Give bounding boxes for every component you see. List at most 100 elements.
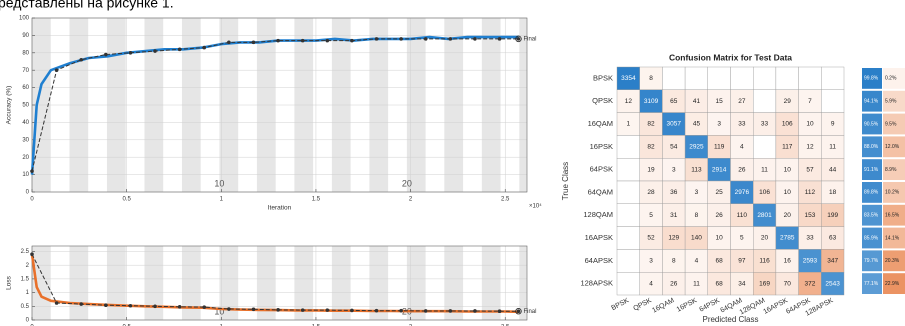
cell-label: 110 <box>737 212 748 219</box>
cell-label: 8 <box>672 258 676 265</box>
cell-label: 1 <box>627 121 631 128</box>
series-marker <box>399 37 403 41</box>
summary-cell <box>883 250 905 272</box>
summary-label: 85.9% <box>864 235 879 241</box>
cell-label: 10 <box>806 121 814 128</box>
cell-label: 2914 <box>712 166 727 173</box>
matrix-cell <box>821 272 845 296</box>
y-tick-label: 20 <box>22 155 29 161</box>
series-marker <box>423 37 428 41</box>
series-marker <box>497 309 502 314</box>
cell-label: 4 <box>695 258 699 265</box>
summary-label: 83.5% <box>864 213 879 219</box>
summary-label: 8.9% <box>885 167 897 173</box>
matrix-title: Confusion Matrix for Test Data <box>669 52 792 62</box>
cell-label: 68 <box>716 258 724 265</box>
cell-label: 82 <box>647 121 655 128</box>
y-axis-label: Loss <box>6 275 13 289</box>
epoch-band <box>181 246 201 320</box>
series-marker <box>374 37 379 41</box>
summary-cell <box>883 136 905 158</box>
epoch-band <box>519 246 527 320</box>
summary-cell <box>862 204 882 226</box>
empty-cell <box>684 66 708 90</box>
cell-label: 2593 <box>803 258 818 265</box>
cell-label: 34 <box>738 280 746 287</box>
cell-label: 117 <box>782 144 793 151</box>
summary-label: 16.5% <box>885 213 900 219</box>
empty-cell <box>616 135 640 159</box>
summary-cell <box>883 68 905 89</box>
summary-label: 9.5% <box>885 121 897 127</box>
cell-label: 31 <box>670 212 678 219</box>
cell-label: 8 <box>695 212 699 219</box>
epoch-band <box>294 246 314 320</box>
empty-cell <box>821 66 845 90</box>
y-tick-label: 0.5 <box>21 304 30 310</box>
y-tick-label: 80 <box>22 50 29 56</box>
summary-label: 14.1% <box>885 235 900 241</box>
series-marker <box>516 309 521 314</box>
cell-label: 36 <box>670 189 678 196</box>
empty-cell <box>753 89 777 113</box>
summary-label: 12.0% <box>885 144 900 150</box>
cell-label: 140 <box>691 235 702 242</box>
summary-cell <box>862 136 882 158</box>
empty-cell <box>662 66 686 90</box>
cell-label: 112 <box>805 189 816 196</box>
y-tick-label: 30 <box>22 137 29 143</box>
y-tick-label: 70 <box>22 68 29 74</box>
empty-cell <box>753 135 777 159</box>
y-tick-label: 1.5 <box>21 276 30 282</box>
epoch-band <box>481 246 501 320</box>
cell-label: 8 <box>649 75 653 82</box>
summary-label: 99.8% <box>864 76 879 82</box>
cell-label: 12 <box>625 98 633 105</box>
series-marker <box>104 52 108 57</box>
empty-cell <box>775 66 799 90</box>
y-tick-label: 50 <box>22 103 29 109</box>
series-marker <box>448 37 453 41</box>
series-marker <box>202 305 207 309</box>
cell-label: 52 <box>647 235 655 242</box>
row-label: 128QAM <box>583 210 613 219</box>
cell-label: 11 <box>761 166 768 173</box>
cell-label: 63 <box>829 235 837 242</box>
series-marker <box>128 51 133 55</box>
series-marker <box>153 49 157 53</box>
axes-frame <box>31 17 528 193</box>
cell-label: 347 <box>827 258 838 265</box>
epoch-label: 10 <box>214 178 224 188</box>
series-marker <box>497 37 502 41</box>
series-marker <box>30 169 34 173</box>
summary-label: 22.9% <box>885 281 900 287</box>
summary-cell <box>862 250 882 272</box>
empty-cell <box>616 272 640 296</box>
summary-cell <box>883 204 905 226</box>
series-marker <box>325 38 330 43</box>
cell-label: 153 <box>805 212 816 219</box>
summary-cell <box>862 68 882 89</box>
summary-cell <box>862 90 882 112</box>
cell-label: 33 <box>761 121 769 128</box>
cell-label: 29 <box>784 98 792 105</box>
x-axis-label: Predicted Class <box>702 315 758 324</box>
summary-cell <box>862 227 882 249</box>
column-label: 16QAM <box>651 297 675 314</box>
cell-label: 70 <box>784 280 792 287</box>
summary-label: 91.1% <box>864 167 879 173</box>
series-marker <box>473 309 477 313</box>
y-tick-label: 1 <box>26 290 30 296</box>
summary-cell <box>862 273 882 294</box>
summary-label: 90.5% <box>864 121 879 127</box>
summary-cell <box>883 227 905 249</box>
cell-label: 5 <box>740 235 744 242</box>
epoch-band <box>331 246 351 320</box>
empty-cell <box>753 66 777 90</box>
series-marker <box>399 308 403 313</box>
cell-label: 20 <box>761 235 769 242</box>
cell-label: 68 <box>716 280 724 287</box>
row-label: 64QAM <box>588 187 613 196</box>
cell-label: 41 <box>693 98 701 105</box>
